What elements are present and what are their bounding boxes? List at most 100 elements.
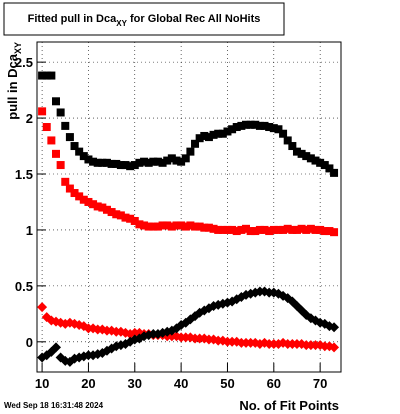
square-marker	[265, 227, 274, 236]
square-marker	[242, 120, 250, 129]
square-marker	[269, 225, 278, 234]
square-marker	[330, 168, 339, 177]
square-marker	[283, 136, 292, 145]
square-marker	[200, 223, 209, 232]
title-sub: XY	[116, 19, 127, 28]
square-marker	[191, 139, 200, 148]
y-tick-label: 1.5	[15, 167, 33, 182]
square-marker	[228, 125, 237, 134]
square-marker	[98, 158, 107, 167]
square-marker	[140, 157, 149, 166]
square-marker	[135, 158, 144, 167]
square-marker	[251, 227, 260, 236]
square-marker	[311, 225, 320, 234]
square-marker	[93, 202, 102, 211]
square-marker	[260, 121, 269, 130]
x-tick-label: 60	[267, 376, 281, 391]
square-marker	[172, 156, 181, 165]
square-marker	[274, 125, 283, 134]
square-marker	[126, 162, 135, 171]
square-marker	[223, 225, 232, 234]
square-marker	[316, 158, 325, 167]
square-marker	[130, 161, 139, 170]
square-marker	[79, 152, 88, 161]
square-marker	[246, 120, 255, 129]
square-marker	[260, 225, 269, 234]
y-axis-label: pull in DcaXY	[5, 42, 23, 120]
square-marker	[204, 133, 213, 142]
square-marker	[56, 161, 65, 170]
square-marker	[320, 161, 329, 170]
square-marker	[232, 123, 241, 132]
square-marker	[38, 71, 47, 80]
square-marker	[255, 225, 264, 234]
square-marker	[172, 221, 181, 230]
y-tick-label: 1	[26, 223, 33, 238]
square-marker	[181, 222, 190, 231]
square-marker	[265, 123, 274, 132]
square-marker	[42, 71, 51, 80]
square-marker	[302, 152, 311, 161]
square-marker	[52, 97, 60, 106]
square-marker	[65, 184, 74, 193]
square-marker	[70, 189, 79, 198]
square-marker	[218, 225, 227, 234]
square-marker	[140, 221, 149, 230]
x-tick-label: 30	[128, 376, 142, 391]
square-marker	[158, 221, 167, 230]
diamond-marker	[37, 302, 48, 313]
square-marker	[149, 157, 158, 166]
square-marker	[237, 225, 246, 234]
square-marker	[79, 195, 88, 204]
square-marker	[107, 159, 116, 168]
square-marker	[75, 192, 84, 201]
square-marker	[84, 155, 93, 164]
square-marker	[47, 136, 56, 145]
square-marker	[112, 210, 121, 219]
square-marker	[116, 211, 125, 220]
y-label-text: pull in Dca	[5, 53, 20, 120]
square-marker	[149, 222, 158, 231]
square-marker	[84, 197, 93, 206]
x-tick-label: 70	[313, 376, 327, 391]
square-marker	[116, 161, 125, 170]
square-marker	[144, 222, 153, 231]
square-marker	[112, 159, 121, 168]
diamond-marker	[51, 342, 61, 353]
square-marker	[98, 203, 107, 212]
square-marker	[292, 225, 301, 234]
square-marker	[177, 157, 186, 166]
square-marker	[288, 142, 297, 151]
x-tick-label: 10	[35, 376, 49, 391]
square-marker	[70, 142, 79, 151]
y-tick-label: 0	[26, 335, 33, 350]
square-marker	[167, 222, 176, 231]
square-marker	[311, 156, 320, 165]
square-marker	[163, 221, 172, 230]
square-marker	[89, 157, 98, 166]
y-tick-label: 2	[26, 111, 33, 126]
square-marker	[242, 224, 250, 233]
square-marker	[204, 223, 213, 232]
square-marker	[302, 225, 311, 234]
square-marker	[269, 124, 278, 133]
square-marker	[61, 177, 70, 186]
diamond-marker	[329, 342, 340, 353]
square-marker	[274, 225, 283, 234]
square-marker	[218, 129, 227, 138]
square-marker	[56, 108, 65, 117]
square-marker	[237, 121, 246, 130]
square-marker	[121, 213, 130, 222]
square-marker	[93, 158, 102, 167]
square-marker	[158, 158, 167, 167]
square-marker	[47, 71, 56, 80]
square-marker	[52, 149, 60, 158]
square-marker	[135, 220, 144, 229]
square-marker	[330, 228, 339, 237]
square-marker	[191, 222, 200, 231]
square-marker	[209, 130, 218, 139]
square-marker	[186, 147, 195, 156]
square-marker	[214, 129, 223, 138]
square-marker	[306, 224, 315, 233]
